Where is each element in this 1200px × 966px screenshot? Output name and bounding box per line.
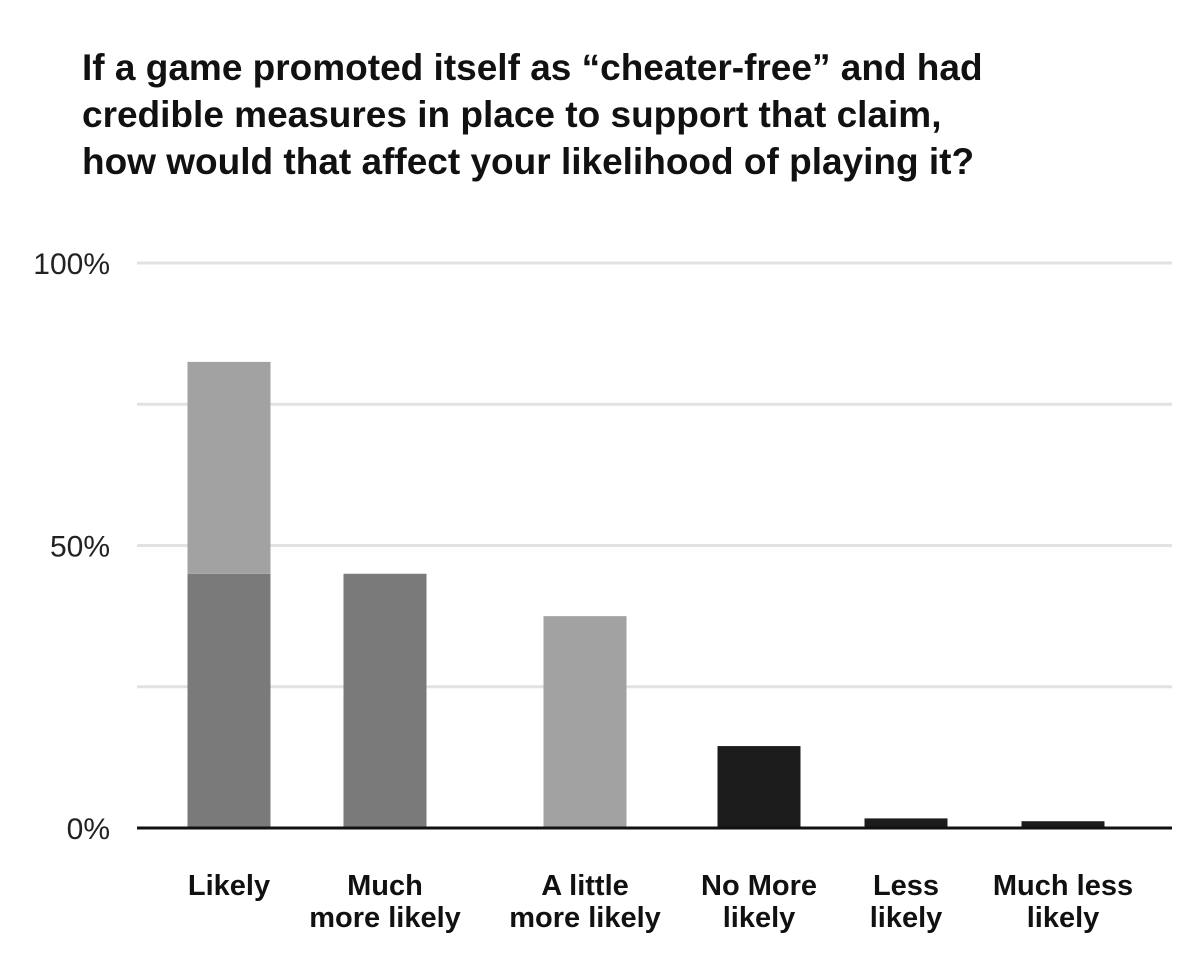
bar-segment [1021, 821, 1105, 828]
chart-title-line-1: If a game promoted itself as “cheater-fr… [82, 47, 983, 88]
x-tick-label: more likely [309, 902, 461, 934]
x-tick-label: likely [723, 902, 796, 934]
chart-title-line-3: how would that affect your likelihood of… [82, 141, 975, 182]
x-tick-label: likely [870, 902, 943, 934]
bar-segment [717, 746, 801, 828]
y-axis-ticks: 0% 50% 100% [33, 248, 110, 846]
x-tick-label: No More [701, 870, 817, 902]
gridlines [137, 261, 1172, 689]
chart-title-line-2: credible measures in place to support th… [82, 94, 942, 135]
y-tick-label: 50% [50, 531, 110, 564]
x-tick-label: more likely [509, 902, 661, 934]
bar-segment [187, 361, 271, 574]
chart-title: If a game promoted itself as “cheater-fr… [82, 44, 1142, 185]
bar-segment [543, 616, 627, 828]
x-tick-label: likely [1027, 902, 1100, 934]
x-tick-label: Much less [993, 870, 1133, 902]
x-tick-label: Likely [188, 870, 270, 902]
x-tick-label: Less [873, 870, 939, 902]
bar-segment [343, 573, 427, 828]
y-tick-label: 100% [33, 248, 110, 281]
x-tick-label: A little [541, 870, 629, 902]
bar-segment [864, 818, 948, 828]
bars [187, 361, 1105, 828]
x-tick-label: Much [347, 870, 423, 902]
bar-segment [187, 573, 271, 828]
y-tick-label: 0% [67, 813, 110, 846]
